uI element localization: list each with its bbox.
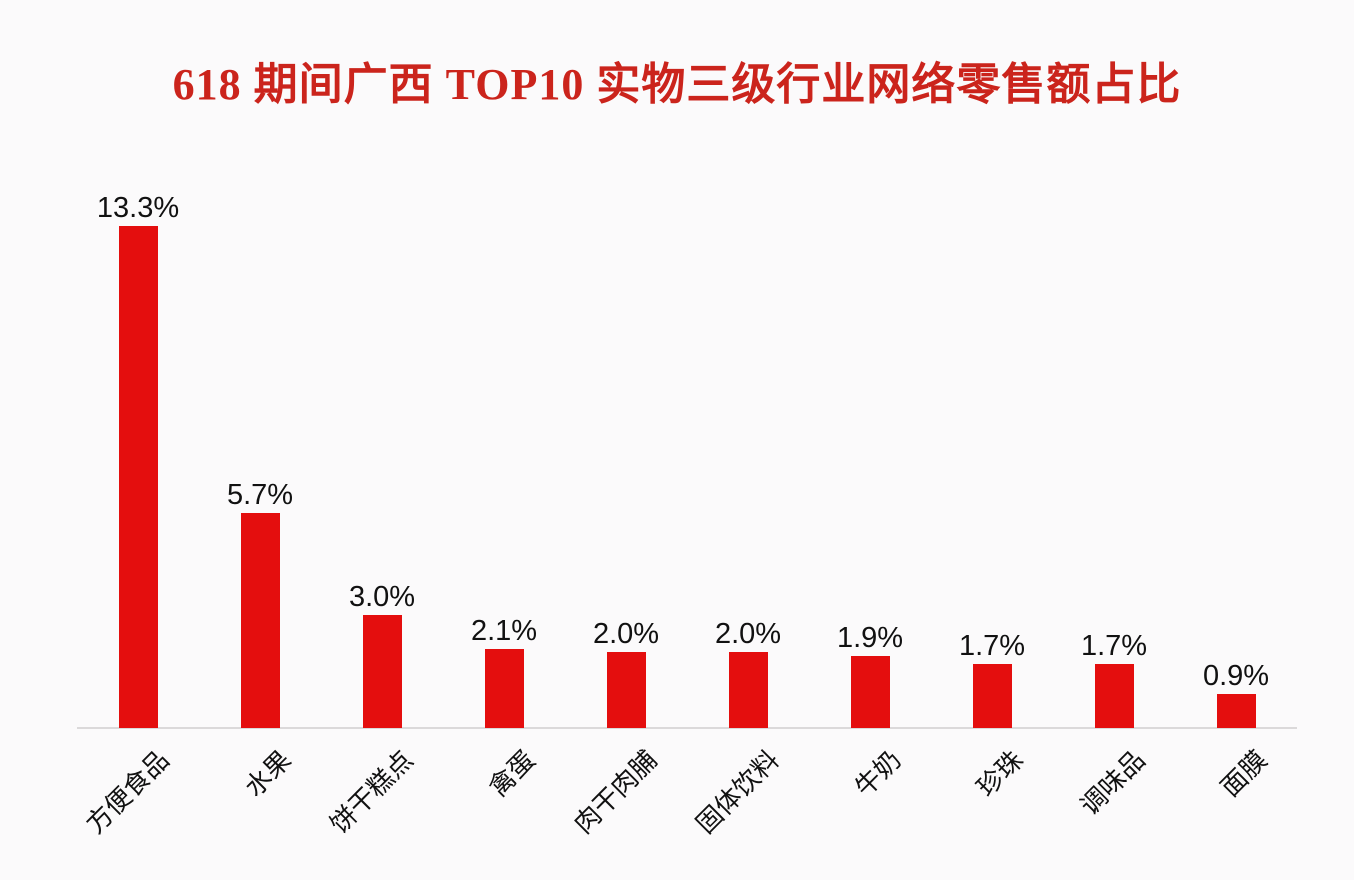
bar — [972, 664, 1012, 728]
bar-value-label: 1.9% — [836, 622, 904, 654]
bar-value-label: 2.0% — [592, 618, 660, 650]
bar-value-label: 2.1% — [470, 615, 538, 647]
x-axis-category-label: 肉干肉脯 — [567, 744, 663, 840]
bar-value-label: 13.3% — [96, 192, 180, 224]
x-axis-category-label: 珍珠 — [970, 744, 1029, 803]
bar — [1094, 664, 1134, 728]
x-axis-category-label: 水果 — [238, 744, 297, 803]
x-axis-category-label: 方便食品 — [79, 744, 175, 840]
bar-value-label: 2.0% — [714, 618, 782, 650]
x-axis-category-label: 饼干糕点 — [323, 744, 419, 840]
bar-value-label: 1.7% — [958, 630, 1026, 662]
bar — [240, 513, 280, 728]
bar — [362, 615, 402, 728]
x-axis-line — [77, 727, 1297, 729]
bar — [1216, 694, 1256, 728]
bar-value-label: 1.7% — [1080, 630, 1148, 662]
chart-title: 618 期间广西 TOP10 实物三级行业网络零售额占比 — [172, 60, 1182, 109]
bar — [606, 652, 646, 728]
x-axis-category-label: 调味品 — [1074, 744, 1151, 821]
bar — [484, 649, 524, 728]
x-axis-category-label: 牛奶 — [848, 744, 907, 803]
bar-value-label: 5.7% — [226, 479, 294, 511]
x-axis-category-label: 禽蛋 — [482, 744, 541, 803]
x-axis-category-label: 固体饮料 — [689, 744, 785, 840]
x-axis-category-label: 面膜 — [1214, 744, 1273, 803]
bar — [728, 652, 768, 728]
bar-value-label: 3.0% — [348, 581, 416, 613]
bar-value-label: 0.9% — [1202, 660, 1270, 692]
bar — [850, 656, 890, 728]
bar — [118, 226, 158, 728]
